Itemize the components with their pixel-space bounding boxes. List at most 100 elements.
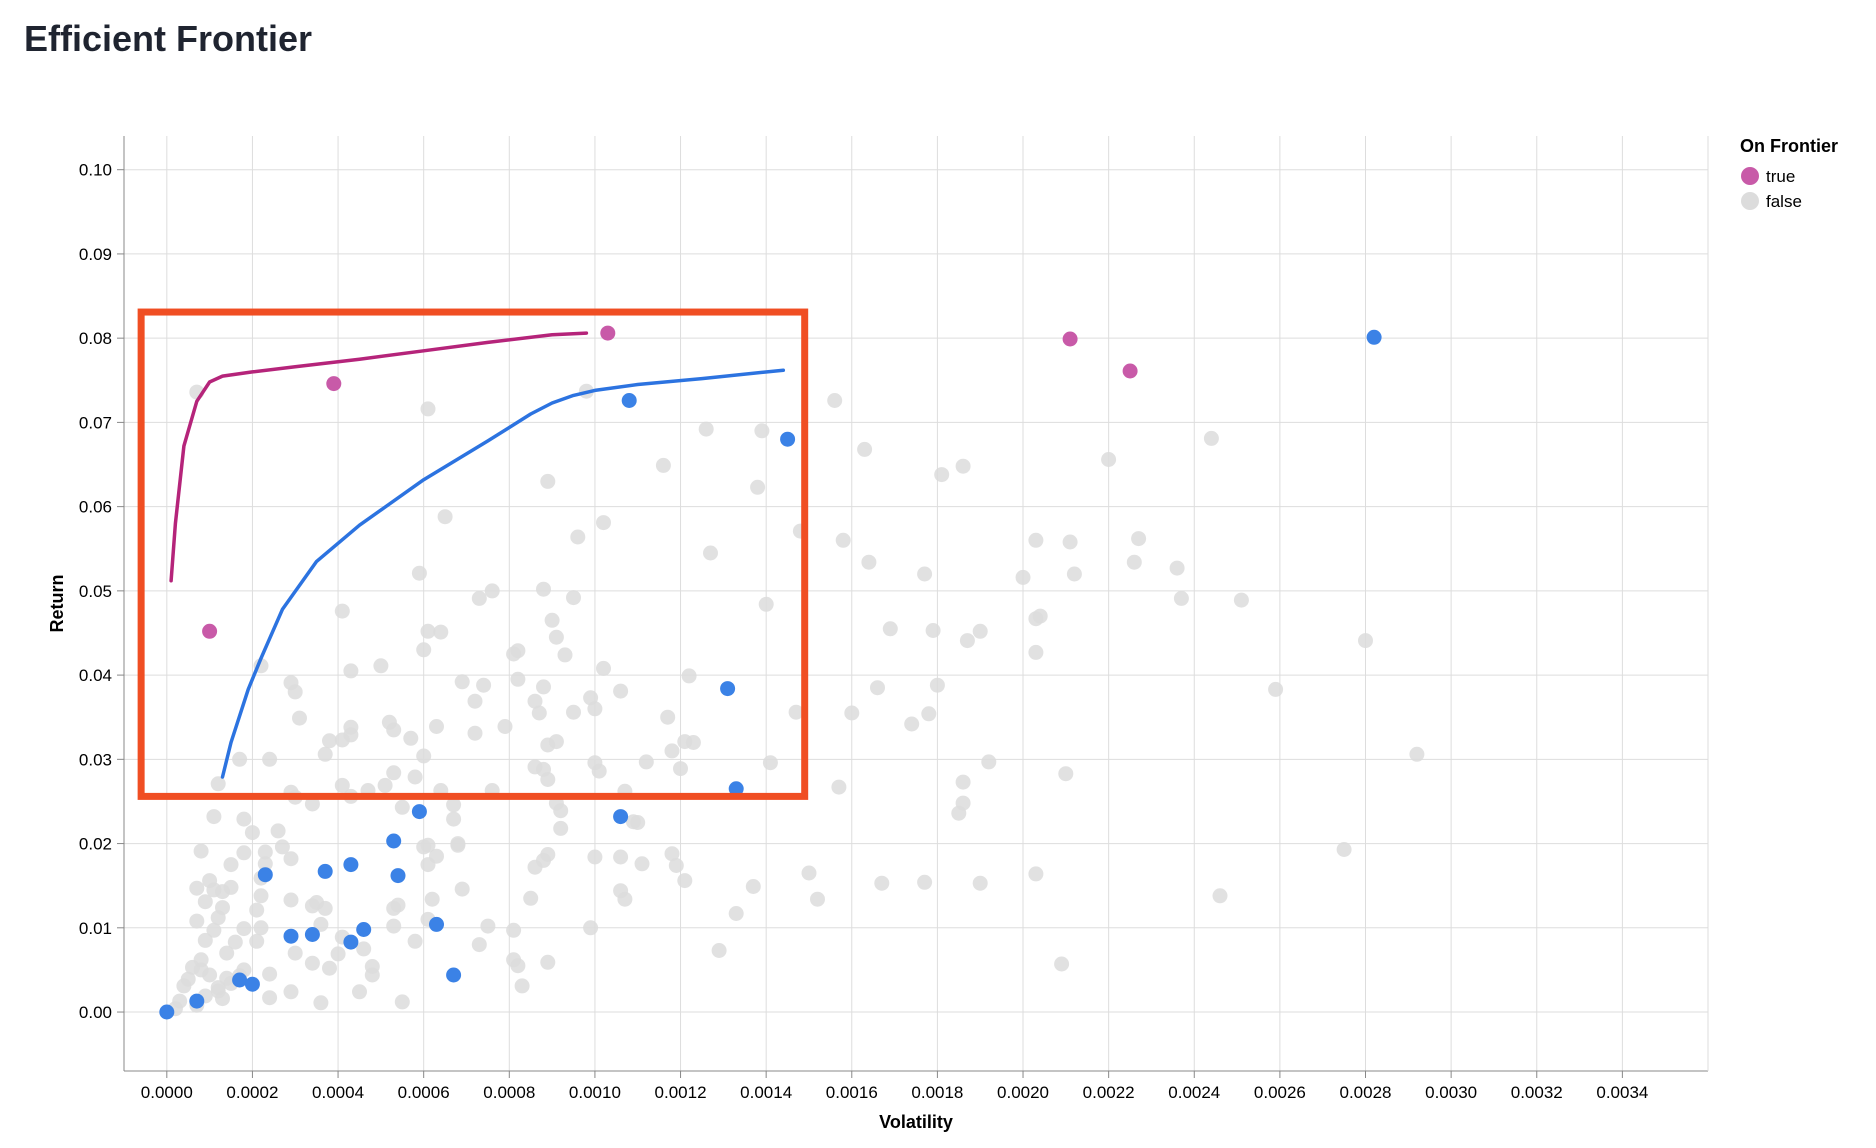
- portfolio-point: [762, 755, 778, 771]
- portfolio-point: [202, 873, 218, 889]
- portfolio-point: [219, 970, 235, 986]
- portfolio-point: [262, 966, 278, 982]
- portfolio-point: [176, 978, 192, 994]
- portfolio-point: [861, 554, 877, 570]
- portfolio-point: [287, 684, 303, 700]
- portfolio-point: [664, 743, 680, 759]
- portfolio-point: [1358, 633, 1373, 649]
- portfolio-point: [527, 693, 543, 709]
- portfolio-point: [450, 836, 466, 852]
- portfolio-point: [1409, 746, 1425, 762]
- highlighted-point: [356, 922, 372, 937]
- portfolio-point: [540, 473, 556, 489]
- y-axis: 0.00 0.01 0.02 0.03 0.04 0.05 0.06 0.07 0.08 0.09…: [79, 161, 124, 1022]
- x-tick-label: 0.0000: [141, 1083, 193, 1102]
- highlighted-point: [386, 833, 402, 849]
- portfolio-point: [754, 423, 770, 439]
- highlighted-point: [343, 934, 359, 950]
- portfolio-point: [343, 663, 359, 679]
- portfolio-point: [1101, 452, 1117, 467]
- portfolio-point: [630, 815, 646, 830]
- portfolio-point: [219, 945, 235, 961]
- x-tick-label: 0.0034: [1596, 1083, 1648, 1102]
- portfolio-point: [480, 918, 496, 934]
- portfolio-point: [506, 646, 522, 662]
- portfolio-point: [506, 922, 522, 938]
- portfolio-point: [407, 769, 423, 785]
- frontier-point: [1122, 363, 1138, 379]
- portfolio-point: [925, 623, 941, 638]
- portfolio-point: [587, 849, 603, 865]
- portfolio-point: [1126, 554, 1142, 570]
- frontier-point: [600, 325, 616, 341]
- portfolio-point: [467, 725, 483, 741]
- x-tick-label: 0.0002: [226, 1083, 278, 1102]
- portfolio-point: [484, 583, 500, 599]
- portfolio-point: [1058, 766, 1074, 782]
- portfolio-point: [356, 941, 372, 957]
- x-tick-label: 0.0012: [655, 1083, 707, 1102]
- highlighted-point: [232, 972, 248, 988]
- x-tick-label: 0.0008: [483, 1083, 535, 1102]
- portfolio-point: [253, 920, 269, 936]
- y-tick-label: 0.08: [79, 329, 112, 348]
- portfolio-point: [758, 596, 774, 612]
- frontier-point: [1062, 331, 1078, 347]
- portfolio-point: [429, 719, 444, 734]
- portfolio-point: [955, 774, 971, 790]
- highlighted-point: [304, 927, 320, 942]
- portfolio-point: [929, 677, 945, 693]
- portfolio-point: [531, 705, 547, 721]
- portfolio-point: [1015, 569, 1031, 585]
- x-tick-label: 0.0020: [997, 1083, 1049, 1102]
- portfolio-point: [536, 581, 551, 597]
- portfolio-point: [322, 960, 337, 976]
- portfolio-point: [553, 803, 569, 819]
- portfolio-point: [437, 509, 453, 525]
- portfolio-point: [270, 823, 286, 839]
- portfolio-point: [523, 890, 539, 906]
- legend-swatch-true: [1741, 167, 1759, 185]
- x-tick-label: 0.0010: [569, 1083, 621, 1102]
- portfolio-point: [536, 852, 551, 868]
- portfolio-point: [304, 955, 320, 971]
- y-axis-title: Return: [47, 575, 67, 633]
- highlighted-point: [189, 993, 205, 1009]
- portfolio-point: [210, 910, 226, 926]
- portfolio-point: [381, 714, 397, 730]
- portfolio-point: [557, 647, 573, 663]
- portfolio-point: [1062, 534, 1078, 550]
- y-tick-label: 0.04: [79, 666, 112, 685]
- portfolio-point: [420, 401, 436, 417]
- portfolio-point: [262, 751, 278, 767]
- portfolio-point: [955, 458, 971, 474]
- portfolio-point: [548, 629, 564, 645]
- portfolio-point: [570, 529, 586, 545]
- portfolio-point: [373, 658, 389, 674]
- grid: [124, 136, 1708, 1071]
- portfolio-point: [420, 857, 436, 873]
- portfolio-point: [416, 748, 432, 764]
- portfolio-point: [677, 873, 693, 889]
- portfolio-point: [655, 457, 671, 473]
- portfolio-point: [232, 751, 248, 767]
- portfolio-point: [407, 933, 423, 949]
- portfolio-point: [801, 865, 817, 881]
- frontier-point: [326, 376, 342, 392]
- portfolio-point: [283, 851, 299, 867]
- portfolio-point: [1054, 956, 1070, 972]
- portfolio-point: [249, 933, 265, 949]
- portfolio-point: [583, 920, 599, 936]
- portfolio-point: [257, 856, 273, 872]
- portfolio-point: [638, 754, 654, 770]
- highlighted-point: [257, 867, 273, 883]
- portfolio-point: [510, 671, 526, 687]
- portfolio-point: [313, 995, 329, 1011]
- portfolio-point: [249, 902, 265, 918]
- portfolio-point: [454, 674, 470, 690]
- page-title: Efficient Frontier: [24, 18, 313, 59]
- portfolio-point: [1233, 592, 1249, 608]
- series-false: [167, 383, 1425, 1017]
- portfolio-point: [613, 849, 629, 865]
- portfolio-point: [283, 984, 299, 1000]
